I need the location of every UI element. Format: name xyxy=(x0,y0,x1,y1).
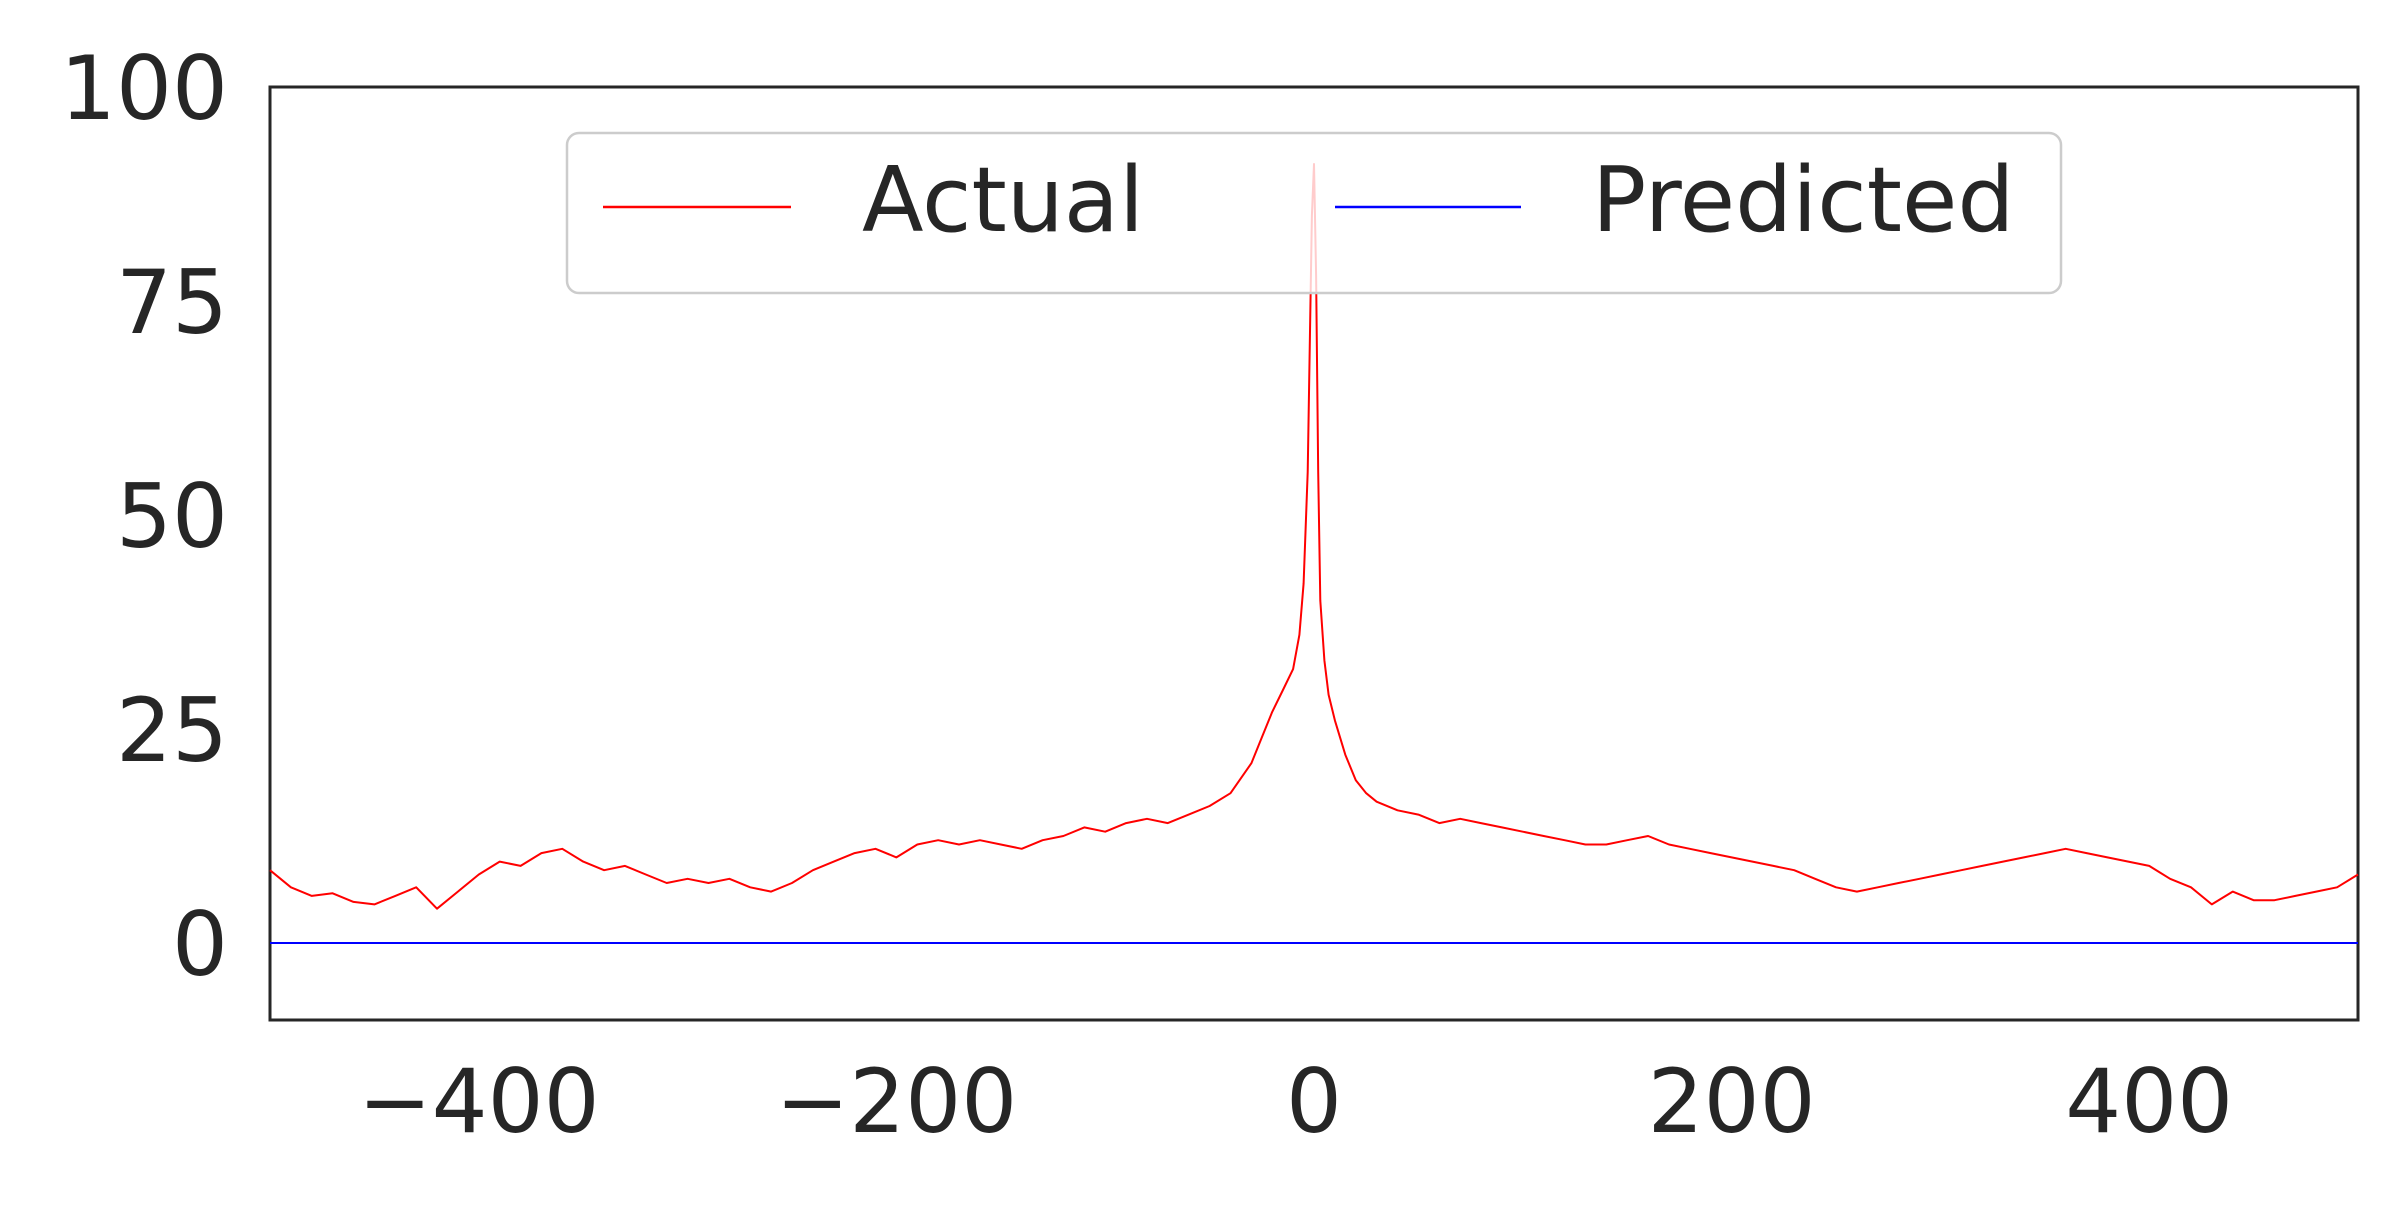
legend: Actual Predicted xyxy=(565,131,2063,295)
x-tick-labels: −400 −200 0 200 400 xyxy=(358,1050,2233,1153)
legend-frame xyxy=(565,131,2063,295)
y-tick-label: 0 xyxy=(172,893,228,996)
x-tick-label: −200 xyxy=(776,1050,1018,1153)
x-tick-label: 0 xyxy=(1286,1050,1342,1153)
y-tick-label: 75 xyxy=(116,251,228,354)
x-tick-label: 400 xyxy=(2065,1050,2233,1153)
y-tick-label: 100 xyxy=(60,37,228,140)
legend-label-actual: Actual xyxy=(862,148,1144,253)
y-tick-label: 50 xyxy=(116,465,228,568)
x-tick-label: −400 xyxy=(358,1050,600,1153)
legend-label-predicted: Predicted xyxy=(1592,148,2015,253)
y-tick-labels: 0 25 50 75 100 xyxy=(60,37,228,996)
y-tick-label: 25 xyxy=(116,679,228,782)
x-tick-label: 200 xyxy=(1648,1050,1816,1153)
